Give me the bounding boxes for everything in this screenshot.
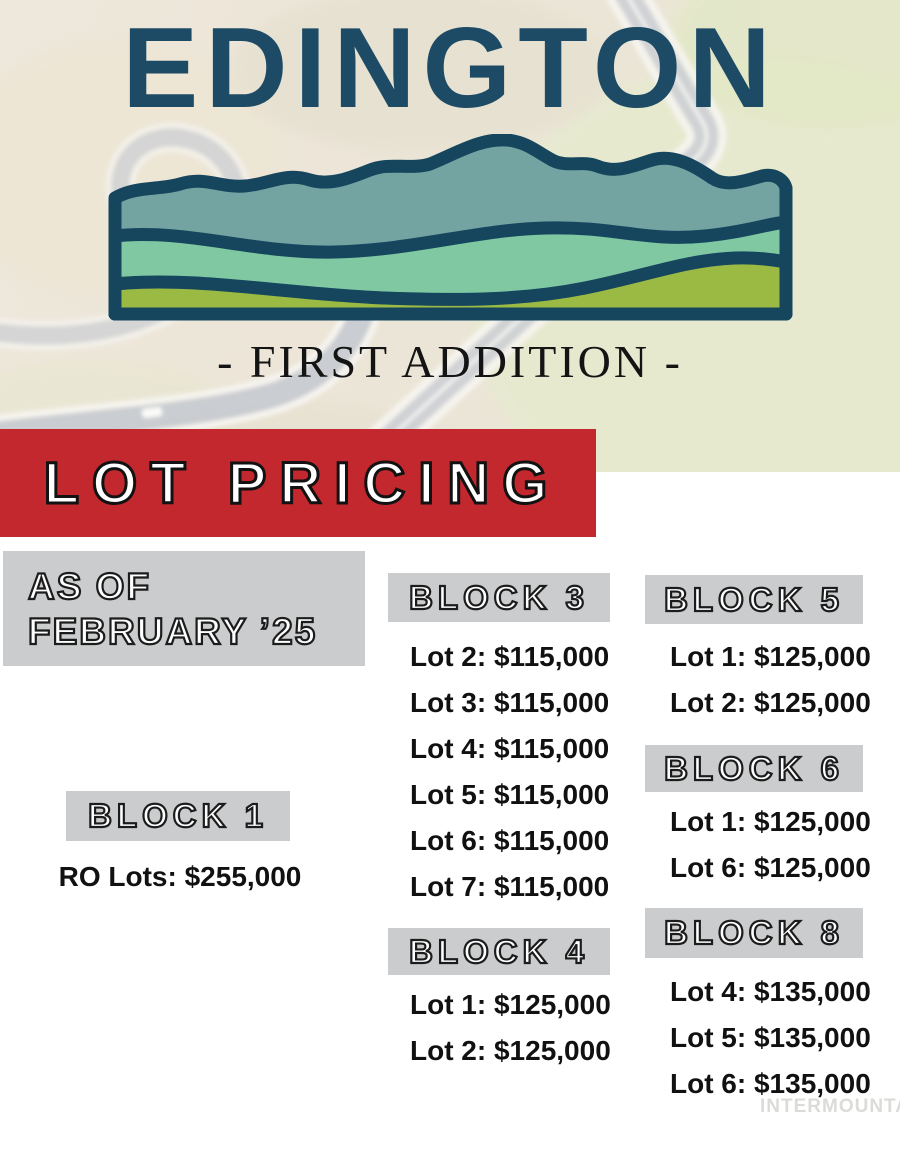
lot-price-row: Lot 5: $115,000	[410, 779, 610, 810]
block8-header: BLOCK 8	[645, 908, 863, 958]
lot-price-row: Lot 7: $115,000	[410, 871, 610, 902]
block1-header: BLOCK 1	[66, 791, 290, 841]
block8-lots: Lot 4: $135,000 Lot 5: $135,000 Lot 6: $…	[648, 969, 888, 1107]
block3-header: BLOCK 3	[388, 573, 610, 622]
page-title: EDINGTON	[122, 5, 778, 132]
block4-header: BLOCK 4	[388, 928, 610, 975]
block6-lots: Lot 1: $125,000 Lot 6: $125,000	[648, 799, 888, 891]
banner-label: LOT PRICING	[42, 449, 561, 517]
block3-lots: Lot 2: $115,000 Lot 3: $115,000 Lot 4: $…	[388, 634, 628, 910]
lot-price-row: RO Lots: $255,000	[58, 861, 302, 892]
lot-price-row: Lot 4: $135,000	[670, 976, 871, 1007]
lot-price-row: Lot 6: $135,000	[670, 1068, 871, 1099]
lot-price-row: Lot 3: $115,000	[410, 687, 610, 718]
road-bottom	[0, 299, 379, 453]
lot-price-row: Lot 6: $125,000	[670, 852, 871, 883]
edington-mountains-logo	[105, 133, 795, 326]
lot-price-row: Lot 5: $135,000	[670, 1022, 871, 1053]
lot-price-row: Lot 1: $125,000	[670, 806, 871, 837]
block4-lots: Lot 1: $125,000 Lot 2: $125,000	[388, 982, 628, 1074]
lot-price-row: Lot 1: $125,000	[410, 989, 611, 1020]
lot-price-row: Lot 2: $125,000	[410, 1035, 611, 1066]
block1-lots: RO Lots: $255,000	[40, 854, 320, 900]
as-of-line1: AS OF	[27, 564, 152, 607]
vehicle-icon	[141, 407, 163, 418]
block5-lots: Lot 1: $125,000 Lot 2: $125,000	[648, 634, 888, 726]
lot-price-row: Lot 2: $125,000	[670, 687, 871, 718]
road-diagonal	[322, 0, 727, 472]
as-of-date-box: AS OF FEBRUARY ’25	[3, 551, 365, 666]
intermountain-watermark: INTERMOUNTAIN	[760, 1096, 900, 1117]
lot-price-row: Lot 4: $115,000	[410, 733, 610, 764]
lot-price-row: Lot 6: $115,000	[410, 825, 610, 856]
block5-header: BLOCK 5	[645, 575, 863, 624]
as-of-line2: FEBRUARY ’25	[27, 609, 318, 652]
lot-price-row: Lot 2: $115,000	[410, 641, 610, 672]
block6-header: BLOCK 6	[645, 745, 863, 792]
subtitle-first-addition: - FIRST ADDITION -	[217, 336, 683, 387]
lot-price-row: Lot 1: $125,000	[670, 641, 871, 672]
lot-pricing-banner: LOT PRICING	[0, 429, 596, 537]
